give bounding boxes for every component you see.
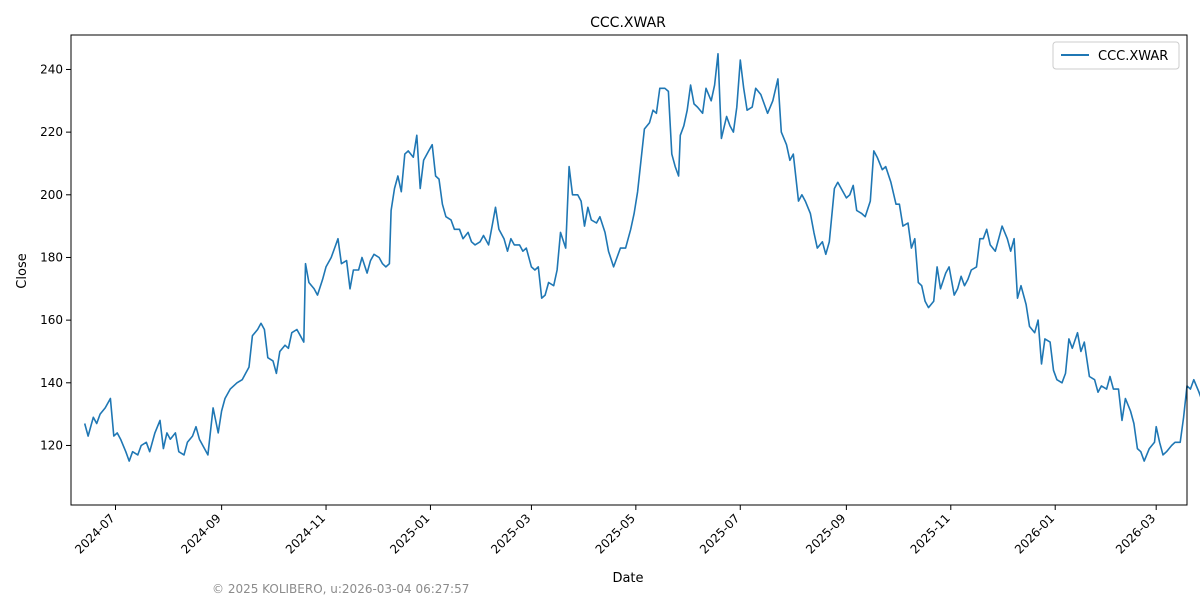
series-line-0 [83, 53, 1200, 462]
copyright-footer: © 2025 KOLIBERO, u:2026-03-04 06:27:57 [212, 582, 470, 596]
y-axis-label: Close [15, 253, 30, 288]
y-tick-label: 140 [40, 376, 63, 390]
y-tick-label: 200 [40, 188, 63, 202]
y-tick-label: 160 [40, 313, 63, 327]
legend: CCC.XWAR [1052, 41, 1180, 70]
x-axis-label: Date [612, 571, 643, 586]
legend-box [1052, 41, 1180, 70]
y-axis: 120 140 160 180 200 220 240 [40, 62, 71, 452]
axes-frame [70, 34, 1188, 506]
plot-area [70, 34, 1200, 506]
chart-title: CCC.XWAR [590, 15, 666, 31]
y-tick-label: 220 [40, 125, 63, 139]
y-tick-label: 120 [40, 438, 63, 452]
y-tick-label: 180 [40, 250, 63, 264]
y-tick-label: 240 [40, 62, 63, 76]
legend-entry-label: CCC.XWAR [1098, 49, 1168, 64]
